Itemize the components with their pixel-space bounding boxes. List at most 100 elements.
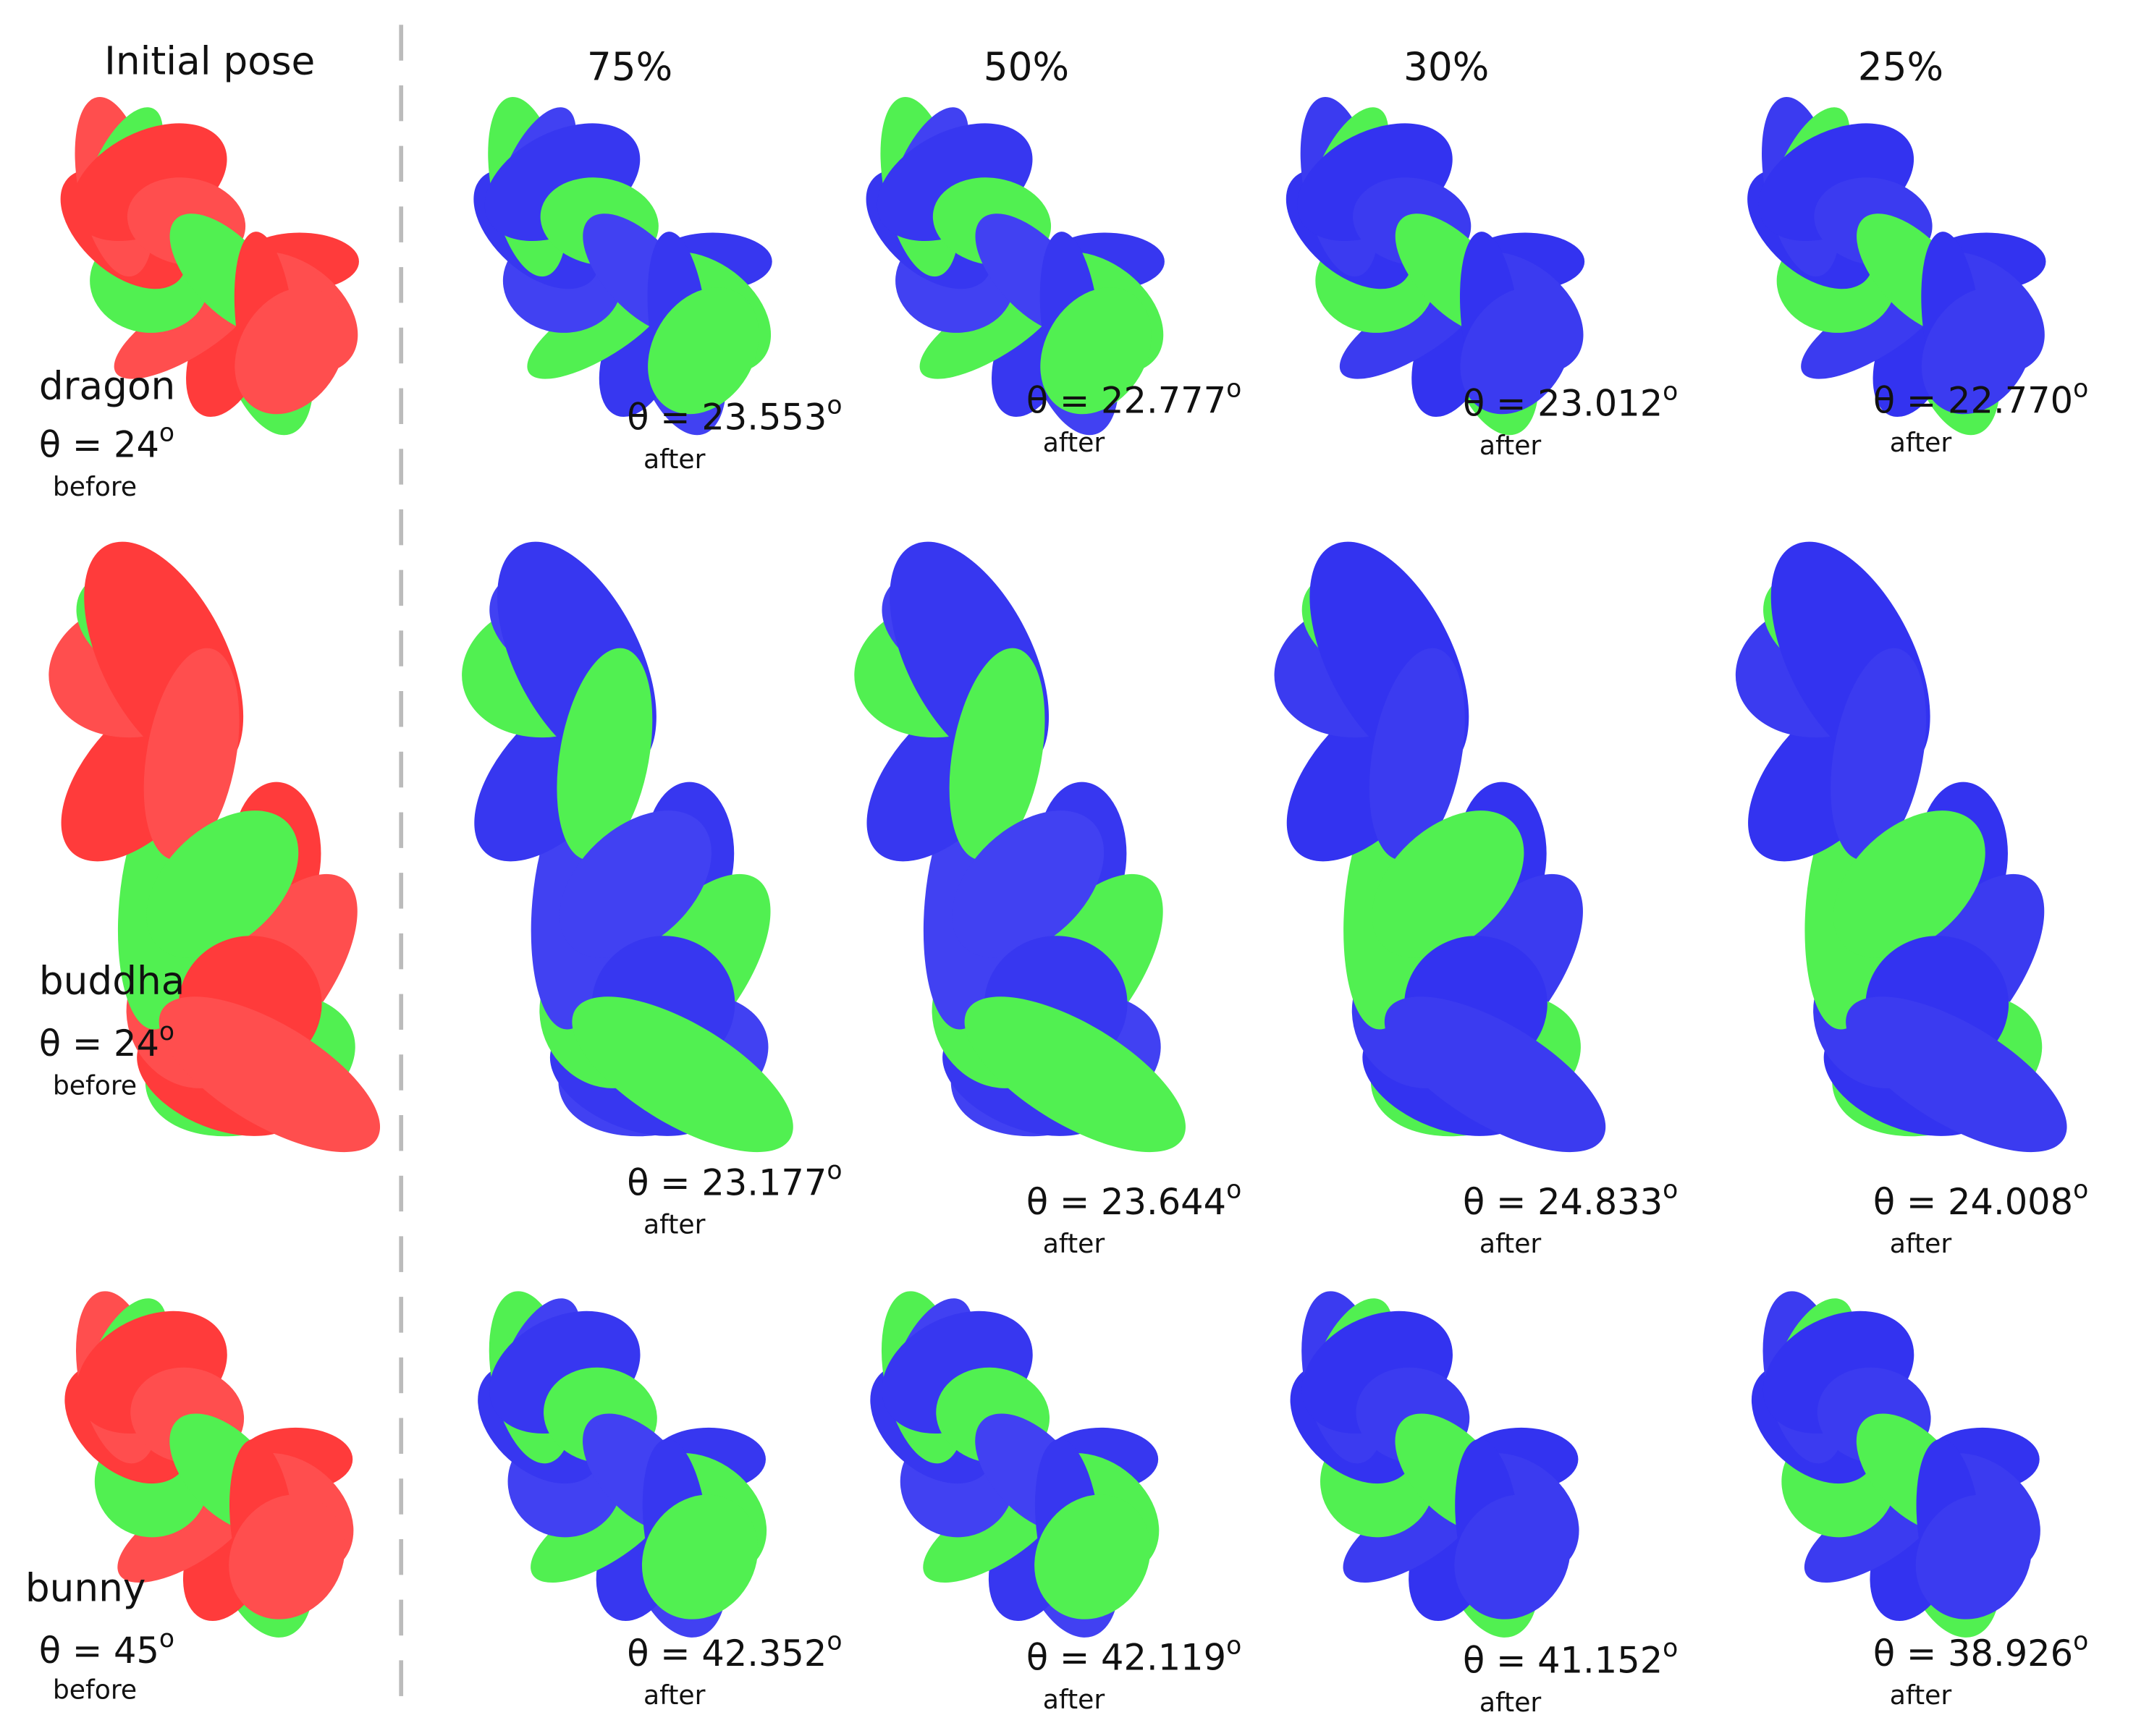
before-theta: θ = 24o (39, 1017, 174, 1064)
degree-sign: o (2073, 1627, 2088, 1656)
cloud-part (964, 996, 1186, 1153)
before-label: before (53, 1674, 137, 1706)
degree-sign: o (159, 1625, 174, 1654)
after-theta: θ = 42.352o (627, 1627, 842, 1674)
after-label: after (643, 1209, 706, 1240)
point-cloud (1751, 1291, 2040, 1638)
point-cloud (1747, 96, 2046, 436)
theta-value: θ = 22.770 (1873, 380, 2073, 422)
after-label: after (1043, 427, 1105, 458)
column-header: 25% (1858, 44, 1943, 89)
cloud-part (235, 287, 346, 415)
row-name: dragon (39, 364, 175, 409)
after-theta: θ = 22.770o (1873, 374, 2088, 421)
degree-sign: o (2073, 374, 2088, 403)
degree-sign: o (827, 1627, 842, 1656)
theta-value: θ = 23.644 (1026, 1181, 1226, 1223)
after-label: after (1479, 1687, 1542, 1718)
point-cloud (854, 541, 1186, 1153)
cloud-part (560, 810, 712, 958)
cloud-part (1369, 648, 1465, 860)
degree-sign: o (1663, 1176, 1678, 1205)
after-theta: θ = 23.553o (627, 391, 842, 438)
point-cloud (473, 96, 772, 436)
after-label: after (1890, 1228, 1952, 1259)
cloud-part (229, 1494, 345, 1619)
theta-value: θ = 23.012 (1463, 383, 1663, 425)
cloud-part (146, 810, 299, 958)
theta-value: θ = 22.777 (1026, 380, 1226, 422)
cloud-part (1921, 287, 2033, 415)
degree-sign: o (1226, 374, 1241, 403)
cloud-part (1454, 1494, 1571, 1619)
after-theta: θ = 24.833o (1463, 1176, 1678, 1223)
point-cloud (866, 96, 1165, 436)
degree-sign: o (827, 391, 842, 420)
initial-pose-title: Initial pose (104, 39, 315, 84)
column-header: 75% (587, 44, 672, 89)
theta-value: θ = 24.008 (1873, 1181, 2073, 1223)
after-theta: θ = 23.177o (627, 1156, 842, 1203)
row-name: bunny (25, 1566, 146, 1611)
cloud-part (159, 996, 381, 1153)
after-label: after (1890, 1680, 1952, 1711)
point-cloud (478, 1291, 767, 1638)
cloud-part (572, 996, 793, 1153)
before-theta: θ = 24o (39, 418, 174, 465)
point-cloud (60, 96, 359, 436)
point-cloud (1274, 541, 1606, 1153)
degree-sign: o (1226, 1631, 1241, 1660)
theta-value: θ = 24.833 (1463, 1181, 1663, 1223)
after-theta: θ = 23.012o (1463, 377, 1678, 424)
after-label: after (1479, 430, 1542, 461)
cloud-part (1460, 287, 1572, 415)
cloud-part (1384, 996, 1606, 1153)
theta-value: θ = 23.553 (627, 397, 827, 439)
cloud-part (1846, 996, 2067, 1153)
theta-value: θ = 42.119 (1026, 1637, 1226, 1679)
cloud-part (1831, 648, 1927, 860)
theta-value: θ = 24 (39, 1022, 159, 1064)
degree-sign: o (1663, 377, 1678, 406)
theta-value: θ = 45 (39, 1630, 159, 1672)
after-label: after (1043, 1684, 1105, 1715)
cloud-part (1040, 287, 1152, 415)
after-label: after (643, 444, 706, 475)
theta-value: θ = 41.152 (1463, 1639, 1663, 1681)
theta-value: θ = 24 (39, 424, 159, 466)
cloud-part (952, 810, 1105, 958)
point-cloud (462, 541, 793, 1153)
cloud-part (648, 287, 759, 415)
degree-sign: o (2073, 1176, 2088, 1205)
column-header: 30% (1403, 44, 1489, 89)
row-name: buddha (39, 959, 185, 1004)
theta-value: θ = 38.926 (1873, 1633, 2073, 1674)
after-label: after (1043, 1228, 1105, 1259)
degree-sign: o (1226, 1176, 1241, 1205)
after-label: after (1890, 427, 1952, 458)
point-cloud (1285, 96, 1585, 436)
after-label: after (643, 1680, 706, 1711)
degree-sign: o (159, 1017, 174, 1046)
degree-sign: o (827, 1156, 842, 1185)
cloud-part (641, 1494, 759, 1619)
after-theta: θ = 41.152o (1463, 1634, 1678, 1681)
before-label: before (53, 471, 137, 502)
before-label: before (53, 1070, 137, 1101)
degree-sign: o (159, 418, 174, 447)
cloud-part (1034, 1494, 1151, 1619)
theta-value: θ = 23.177 (627, 1161, 827, 1203)
after-label: after (1479, 1228, 1542, 1259)
point-cloud (64, 1291, 354, 1638)
point-cloud (1735, 541, 2067, 1153)
column-header: 50% (984, 44, 1069, 89)
after-theta: θ = 38.926o (1873, 1627, 2088, 1674)
after-theta: θ = 22.777o (1026, 374, 1241, 421)
after-theta: θ = 23.644o (1026, 1176, 1241, 1223)
cloud-part (1915, 1494, 2032, 1619)
point-cloud (48, 541, 381, 1153)
cloud-part (557, 648, 653, 860)
cloud-part (949, 648, 1045, 860)
cloud-part (143, 648, 240, 860)
